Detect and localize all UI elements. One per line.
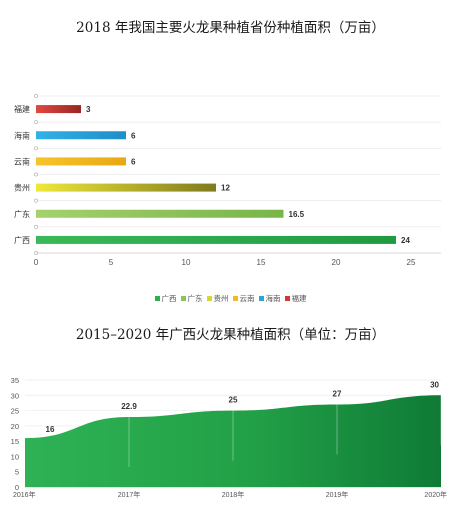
area-data-label: 30	[430, 380, 439, 389]
legend-item: 广西	[154, 293, 177, 304]
bar-data-label: 16.5	[289, 210, 305, 219]
legend-label: 云南	[239, 294, 255, 303]
area-fill	[25, 395, 441, 487]
bar-data-label: 6	[131, 131, 136, 140]
bar	[36, 105, 81, 114]
legend-swatch	[232, 296, 238, 301]
gridline-marker	[34, 198, 38, 203]
bar-data-label: 3	[86, 105, 91, 114]
legend-item: 广东	[180, 293, 203, 304]
y-tick-label: 10	[11, 452, 19, 461]
bar	[36, 235, 396, 244]
legend-item: 福建	[284, 293, 307, 304]
chart-title-guangxi: 2015–2020 年广西火龙果种植面积（单位：万亩）	[75, 327, 386, 343]
gridline-marker	[34, 94, 38, 98]
x-tick-label: 2016年	[13, 490, 36, 499]
y-tick-label: 35	[11, 376, 19, 385]
legend-item: 海南	[258, 293, 281, 304]
bar	[36, 209, 284, 218]
gridline-marker	[34, 146, 38, 151]
x-tick-label: 25	[407, 258, 416, 267]
area-data-label: 22.9	[121, 402, 137, 411]
legend-label: 广西	[161, 294, 177, 303]
y-tick-label: 20	[11, 422, 19, 431]
legend-swatch	[154, 296, 160, 301]
legend-label: 广东	[187, 294, 203, 303]
y-category-label: 海南	[14, 130, 30, 140]
y-category-label: 广西	[14, 235, 30, 245]
legend-item: 云南	[232, 293, 255, 304]
bar-data-label: 24	[401, 236, 410, 245]
area-data-label: 27	[333, 389, 342, 398]
bar-chart-legend: 广西 广东 贵州 云南 海南 福建	[0, 293, 461, 304]
legend-swatch	[206, 296, 212, 301]
legend-label: 福建	[291, 294, 307, 303]
x-tick-label: 2018年	[222, 490, 245, 499]
x-tick-label: 2017年	[118, 490, 141, 499]
bar-data-label: 6	[131, 157, 136, 166]
legend-label: 贵州	[213, 294, 229, 303]
y-tick-label: 0	[15, 483, 19, 492]
bar	[36, 131, 126, 140]
x-tick-label: 10	[182, 258, 191, 267]
legend-swatch	[180, 296, 186, 301]
bar-data-label: 12	[221, 184, 230, 193]
y-category-label: 贵州	[14, 183, 30, 193]
x-tick-label: 2019年	[326, 490, 349, 499]
bar	[36, 183, 216, 192]
gridline-marker	[34, 120, 38, 125]
x-tick-label: 2020年	[424, 490, 447, 499]
y-category-label: 福建	[14, 104, 30, 114]
y-category-label: 广东	[14, 209, 30, 219]
chart-title-provinces: 2018 年我国主要火龙果种植省份种植面积（万亩）	[76, 20, 385, 36]
legend-label: 海南	[265, 294, 281, 303]
x-tick-label: 20	[332, 258, 341, 267]
y-category-label: 云南	[14, 156, 30, 166]
legend-swatch	[258, 296, 264, 301]
gridline-marker	[34, 172, 38, 177]
provinces-bar-chart: 0 5 10 15 20 25 福建 3 海南 6 云南 6 贵州 12 广东 16.5 广西 24	[14, 94, 441, 267]
gridline-marker	[34, 224, 38, 229]
x-tick-label: 0	[34, 258, 39, 267]
legend-item: 贵州	[206, 293, 229, 304]
bar	[36, 157, 126, 166]
x-tick-label: 5	[109, 258, 114, 267]
y-tick-label: 15	[11, 437, 19, 446]
y-tick-label: 5	[15, 468, 19, 477]
y-tick-label: 25	[11, 407, 19, 416]
legend-swatch	[284, 296, 290, 301]
y-tick-label: 30	[11, 391, 19, 400]
x-tick-label: 15	[257, 258, 266, 267]
area-data-label: 25	[229, 396, 238, 405]
area-data-label: 16	[46, 425, 55, 434]
